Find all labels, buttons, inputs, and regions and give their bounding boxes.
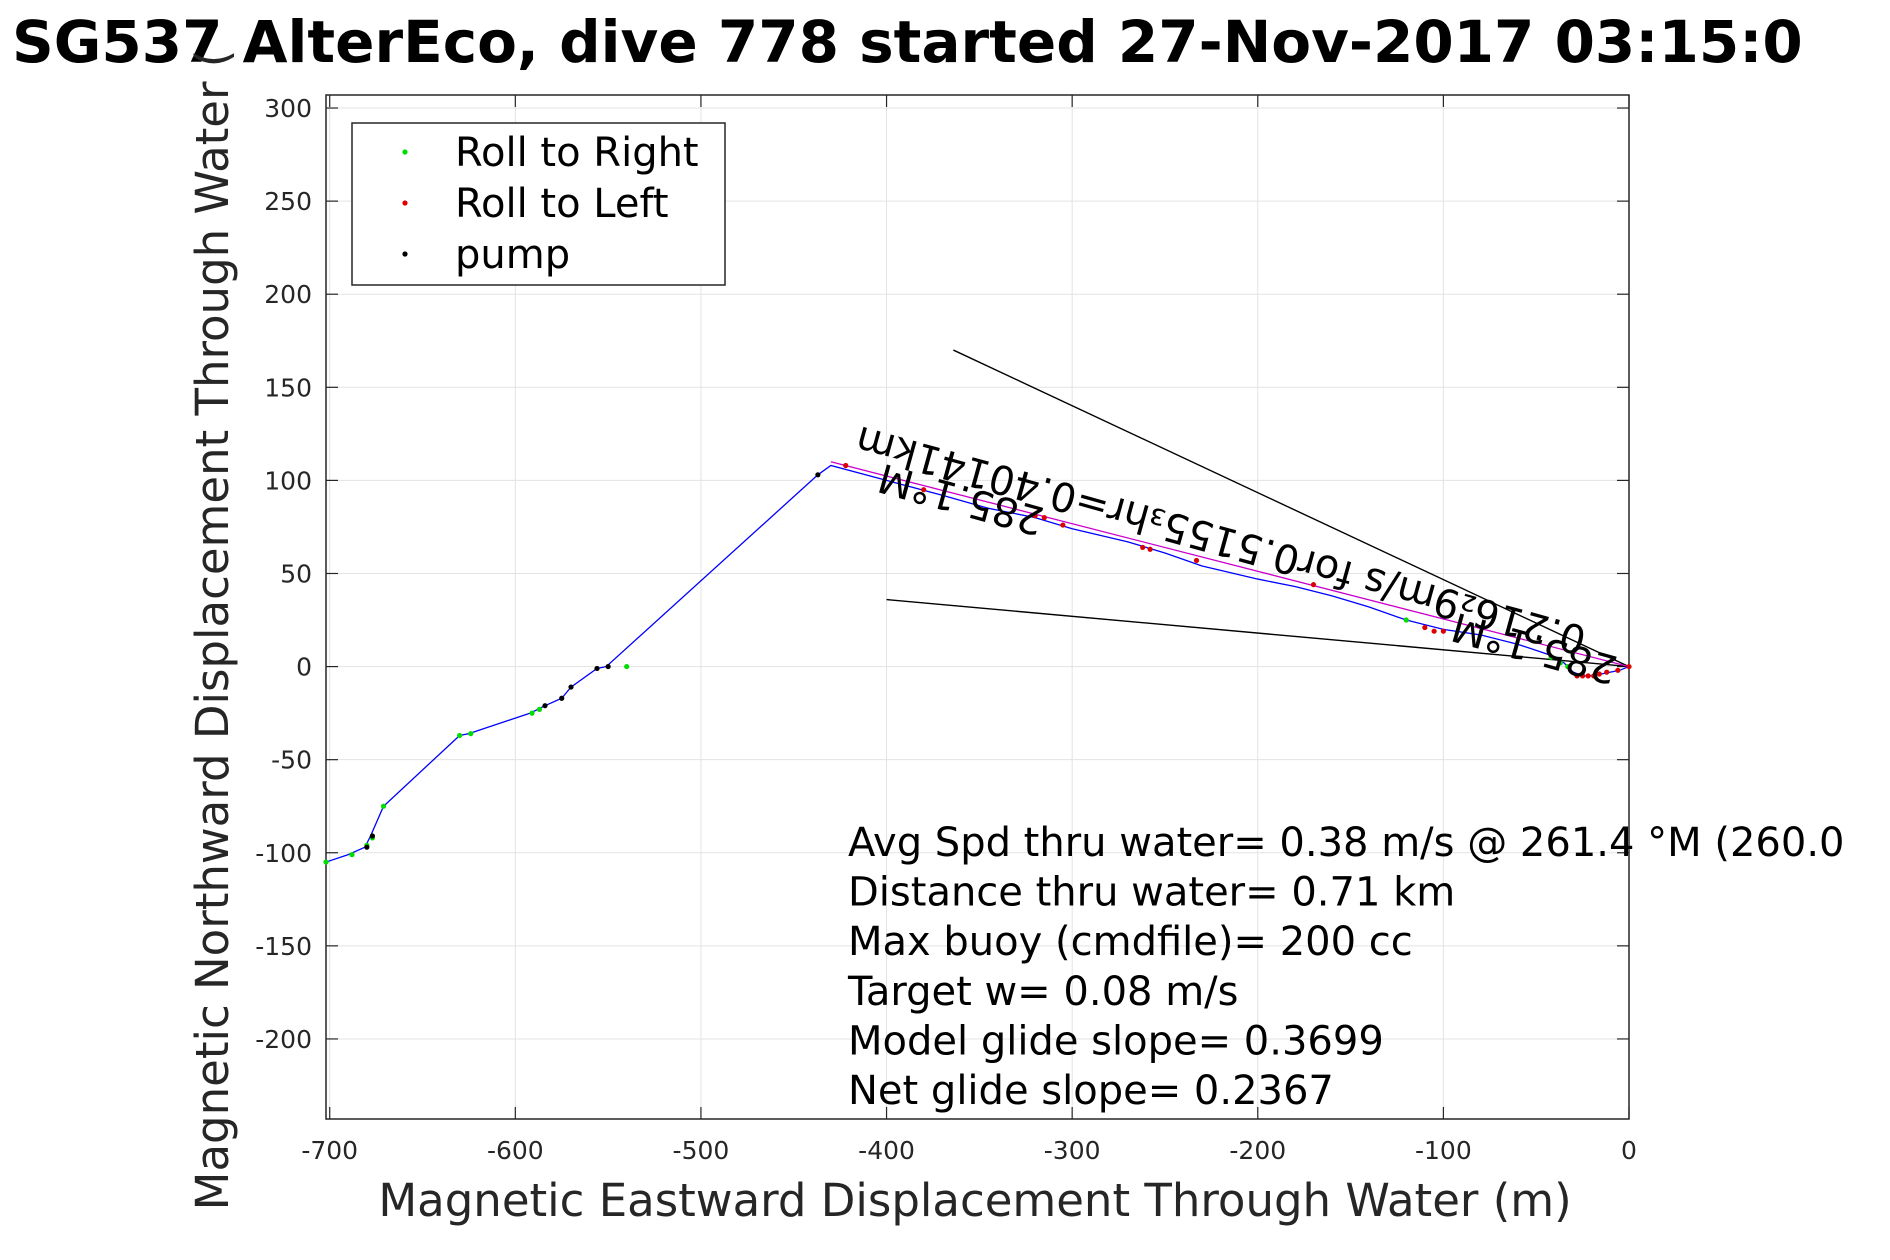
legend: Roll to Right Roll to Left pump [351, 122, 726, 286]
roll-left-point [1591, 673, 1597, 679]
legend-label: Roll to Left [455, 181, 669, 227]
y-tick-label: 250 [264, 187, 312, 216]
roll-right-point [323, 859, 329, 865]
roll-right-point [1565, 663, 1571, 670]
roll-left-point [1585, 673, 1591, 679]
stat-line: Target w= 0.08 m/s [847, 969, 1238, 1015]
y-tick-label: 300 [264, 94, 312, 123]
x-tick-label: -200 [1229, 1136, 1286, 1165]
roll-left-point [1310, 582, 1317, 588]
y-tick-label: 150 [264, 373, 312, 402]
roll-right-point [349, 852, 355, 858]
y-tick-label: -100 [255, 839, 312, 868]
x-tick-label: -700 [301, 1136, 358, 1165]
roll-left-point [1147, 546, 1153, 552]
stat-line: Avg Spd thru water= 0.38 m/s @ 261.4 °M … [848, 820, 1844, 866]
roll-right-point [1548, 654, 1554, 660]
roll-left-point [843, 462, 849, 469]
legend-box [351, 122, 726, 286]
x-tick-label: -400 [858, 1136, 915, 1165]
reference-line [953, 349, 1630, 668]
y-tick-label: 50 [280, 559, 312, 588]
roll-left-point [1032, 513, 1038, 519]
stats-block: Avg Spd thru water= 0.38 m/s @ 261.4 °M … [847, 820, 1844, 1114]
pump-point [369, 833, 376, 839]
roll-left-point [1041, 515, 1047, 521]
stat-line: Model glide slope= 0.3699 [848, 1018, 1384, 1064]
roll-left-point [921, 487, 927, 493]
y-tick-label: 100 [264, 466, 312, 495]
legend-label: pump [455, 232, 570, 278]
x-tick-label: -500 [673, 1136, 730, 1165]
roll-left-point [1193, 557, 1200, 564]
y-tick-label: 200 [264, 280, 312, 309]
roll-right-point [457, 732, 463, 739]
y-tick-label: -50 [271, 746, 312, 775]
pump-point [364, 844, 370, 850]
pump-point [594, 665, 600, 672]
y-tick-label: -200 [255, 1025, 312, 1054]
reference-line [886, 598, 1630, 668]
roll-right-point [529, 710, 535, 716]
roll-left-point [1579, 673, 1586, 679]
pump-point [559, 695, 565, 701]
roll-right-point [536, 706, 543, 713]
x-axis-label: Magnetic Eastward Displacement Through W… [378, 1174, 1571, 1227]
roll-left-point [1431, 628, 1437, 634]
roll-left-point [1060, 522, 1066, 528]
y-tick-label: 0 [296, 653, 312, 682]
roll-left-point [1615, 667, 1621, 673]
legend-label: Roll to Right [455, 130, 699, 176]
roll-left-point [1604, 669, 1610, 675]
y-axis-label: Magnetic Northward Displacement Through … [186, 50, 239, 1211]
legend-marker [402, 251, 408, 257]
magenta-line [830, 461, 1630, 668]
stat-line: Max buoy (cmdfile)= 200 cc [848, 919, 1413, 965]
roll-right-point [624, 663, 630, 670]
y-tick-label: -150 [255, 932, 312, 961]
stat-line: Distance thru water= 0.71 km [848, 870, 1455, 916]
roll-right-point [380, 803, 387, 809]
x-tick-label: -300 [1044, 1136, 1101, 1165]
pump-point [568, 684, 574, 690]
roll-left-point [1596, 671, 1602, 677]
roll-right-point [1557, 660, 1563, 666]
roll-left-point [1626, 663, 1632, 670]
roll-left-point [1574, 673, 1580, 679]
x-tick-label: -100 [1415, 1136, 1472, 1165]
chart-title: SG537 AlterEco, dive 778 started 27-Nov-… [12, 8, 1803, 76]
stat-line: Net glide slope= 0.2367 [848, 1068, 1334, 1114]
legend-marker [402, 200, 408, 206]
pump-point [605, 663, 611, 670]
roll-left-point [1440, 628, 1446, 634]
roll-right-point [1403, 617, 1409, 623]
pump-point [815, 472, 821, 478]
pump-point [542, 703, 548, 709]
roll-left-point [1422, 624, 1428, 631]
roll-right-point [468, 731, 474, 737]
x-tick-label: 0 [1621, 1136, 1637, 1165]
axes-box [325, 94, 1630, 1120]
legend-marker [402, 149, 408, 155]
x-tick-label: -600 [487, 1136, 544, 1165]
roll-left-point [1140, 544, 1146, 551]
